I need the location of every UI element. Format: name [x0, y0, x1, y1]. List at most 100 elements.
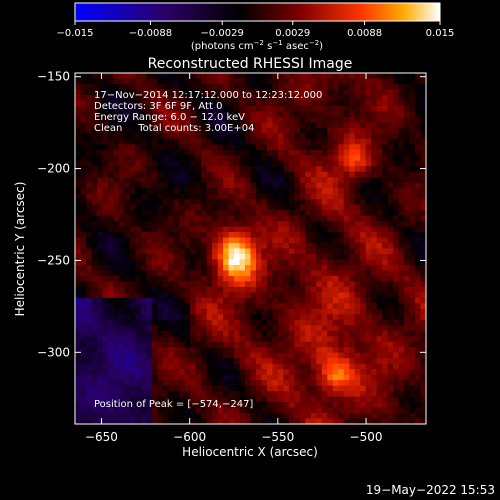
heatmap-cell: [376, 155, 383, 162]
heatmap-cell: [129, 160, 136, 167]
heatmap-cell: [146, 363, 153, 370]
heatmap-cell: [234, 402, 240, 408]
heatmap-cell: [283, 100, 290, 107]
heatmap-cell: [212, 385, 218, 392]
heatmap-cell: [398, 253, 405, 260]
heatmap-cell: [151, 199, 158, 206]
heatmap-cell: [266, 221, 273, 227]
heatmap-cell: [168, 122, 175, 129]
heatmap-cell: [173, 341, 180, 348]
heatmap-cell: [184, 237, 191, 244]
heatmap-cell: [349, 160, 356, 167]
heatmap-cell: [393, 363, 399, 370]
heatmap-cell: [239, 281, 246, 288]
heatmap-cell: [288, 396, 295, 403]
heatmap-cell: [360, 275, 367, 282]
heatmap-cell: [365, 193, 372, 200]
heatmap-cell: [299, 73, 306, 79]
heatmap-cell: [146, 374, 153, 381]
heatmap-cell: [206, 308, 213, 315]
heatmap-cell: [261, 407, 268, 414]
heatmap-cell: [179, 116, 186, 123]
heatmap-cell: [349, 385, 356, 392]
heatmap-cell: [393, 248, 399, 255]
heatmap-cell: [102, 341, 109, 348]
heatmap-cell: [102, 78, 109, 85]
heatmap-cell: [75, 100, 81, 107]
heatmap-cell: [332, 259, 339, 266]
heatmap-cell: [146, 347, 153, 354]
heatmap-cell: [360, 341, 367, 348]
heatmap-cell: [277, 325, 284, 332]
heatmap-cell: [245, 275, 251, 282]
heatmap-cell: [75, 78, 81, 85]
heatmap-cell: [135, 133, 142, 140]
heatmap-cell: [135, 204, 142, 211]
heatmap-cell: [299, 127, 306, 134]
heatmap-cell: [75, 391, 81, 397]
heatmap-cell: [212, 111, 218, 118]
heatmap-cell: [294, 380, 301, 387]
heatmap-cell: [157, 166, 164, 173]
heatmap-cell: [277, 281, 284, 288]
heatmap-cell: [140, 303, 147, 310]
heatmap-cell: [327, 122, 334, 129]
heatmap-cell: [140, 297, 147, 304]
heatmap-cell: [299, 259, 306, 266]
heatmap-cell: [239, 243, 246, 249]
heatmap-cell: [151, 336, 158, 343]
heatmap-cell: [124, 83, 131, 90]
heatmap-cell: [393, 160, 399, 167]
heatmap-cell: [228, 138, 235, 145]
heatmap-cell: [283, 122, 290, 129]
heatmap-cell: [409, 281, 416, 288]
heatmap-cell: [206, 127, 213, 134]
heatmap-cell: [332, 160, 339, 167]
heatmap-cell: [157, 308, 164, 315]
heatmap-cell: [404, 133, 410, 140]
heatmap-cell: [157, 138, 164, 145]
heatmap-cell: [184, 166, 191, 173]
heatmap-cell: [217, 182, 224, 189]
heatmap-cell: [107, 221, 114, 227]
heatmap-cell: [321, 210, 328, 216]
heatmap-cell: [245, 166, 251, 173]
x-tick-label: −550: [261, 430, 294, 444]
heatmap-cell: [321, 105, 328, 112]
heatmap-cell: [140, 330, 147, 337]
heatmap-cell: [338, 363, 345, 370]
heatmap-cell: [162, 166, 169, 173]
heatmap-cell: [398, 122, 405, 129]
heatmap-cell: [272, 144, 279, 151]
heatmap-cell: [162, 297, 169, 304]
heatmap-cell: [162, 314, 169, 321]
heatmap-cell: [420, 264, 426, 271]
heatmap-cell: [184, 259, 191, 266]
heatmap-cell: [294, 391, 301, 397]
heatmap-cell: [409, 105, 416, 112]
heatmap-cell: [118, 407, 125, 414]
heatmap-cell: [206, 352, 213, 359]
heatmap-cell: [404, 352, 410, 359]
heatmap-cell: [135, 199, 142, 206]
heatmap-cell: [365, 314, 372, 321]
heatmap-cell: [387, 144, 394, 151]
heatmap-cell: [212, 138, 218, 145]
heatmap-cell: [354, 391, 361, 397]
heatmap-cell: [404, 292, 410, 299]
heatmap-cell: [420, 275, 426, 282]
heatmap-cell: [190, 418, 197, 424]
heatmap-cell: [173, 138, 180, 145]
heatmap-cell: [146, 177, 153, 184]
heatmap-cell: [382, 369, 389, 376]
heatmap-cell: [393, 149, 399, 156]
heatmap-cell: [168, 221, 175, 227]
heatmap-cell: [266, 155, 273, 162]
heatmap-cell: [338, 259, 345, 266]
heatmap-cell: [190, 78, 197, 85]
heatmap-cell: [387, 391, 394, 397]
heatmap-cell: [305, 204, 312, 211]
heatmap-cell: [277, 232, 284, 238]
heatmap-cell: [168, 149, 175, 156]
heatmap-cell: [124, 396, 131, 403]
